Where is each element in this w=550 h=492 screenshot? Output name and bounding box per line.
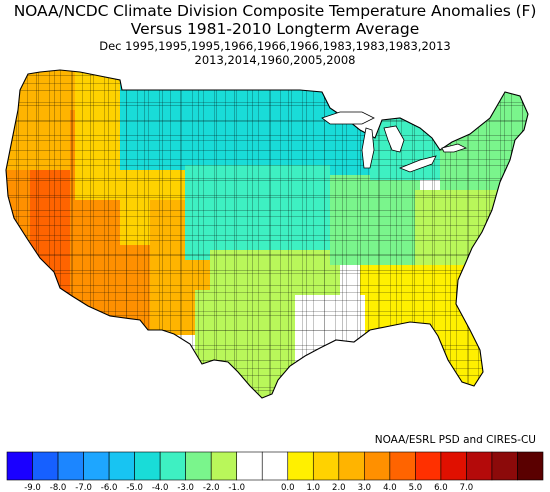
lake-michigan: [361, 127, 375, 169]
legend-tick-label: 5.0: [409, 483, 423, 492]
legend-tick-label: 7.0: [460, 483, 474, 492]
legend-tick-label: -2.0: [203, 483, 220, 492]
legend-tick-label: -1.0: [228, 483, 245, 492]
legend-tick-label: 6.0: [434, 483, 448, 492]
data-credit: NOAA/ESRL PSD and CIRES-CU: [374, 434, 536, 446]
legend-tick-label: -6.0: [101, 483, 118, 492]
composite-years-line-2: 2013,2014,1960,2005,2008: [194, 53, 356, 67]
legend-bin: [57, 451, 84, 481]
legend-tick-label: 0.0: [281, 483, 295, 492]
great-lakes: [321, 111, 468, 173]
legend-tick-label: -7.0: [75, 483, 92, 492]
legend-bin: [134, 451, 161, 481]
legend-bin: [312, 451, 340, 481]
climate-division-borders: [6, 70, 528, 398]
legend-bin: [236, 451, 263, 481]
us-outline: [5, 69, 529, 399]
legend-tick-label: 4.0: [383, 483, 397, 492]
legend-bin: [338, 451, 365, 481]
legend-bin: [364, 451, 391, 481]
legend-tick-label: 1.0: [307, 483, 321, 492]
lake-erie: [398, 155, 437, 173]
legend-bin: [415, 451, 442, 481]
map-subtitle: Versus 1981-2010 Longterm Average: [130, 20, 420, 38]
legend-bin: [108, 451, 135, 481]
legend-tick-label: -9.0: [24, 483, 41, 492]
legend-bin: [185, 451, 212, 481]
legend-bin: [287, 451, 314, 481]
legend-bin: [517, 451, 544, 481]
legend-bin: [440, 451, 467, 481]
lake-superior: [321, 111, 375, 125]
lake-ontario: [441, 143, 468, 153]
legend-bin: [159, 451, 186, 481]
legend-bin: [261, 451, 289, 481]
legend-tick-label: 2.0: [332, 483, 346, 492]
legend-bin: [389, 451, 416, 481]
legend-tick-label: -5.0: [126, 483, 143, 492]
map-title: NOAA/NCDC Climate Division Composite Tem…: [13, 2, 537, 20]
legend-bin: [83, 451, 110, 481]
legend-tick-label: -3.0: [177, 483, 194, 492]
legend-tick-label: -8.0: [50, 483, 67, 492]
legend-bin: [6, 451, 33, 481]
legend-bin: [210, 451, 238, 481]
legend-bin: [491, 451, 518, 481]
legend-bin: [32, 451, 59, 481]
lake-huron: [383, 125, 405, 153]
legend-bin: [466, 451, 493, 481]
legend-tick-label: 3.0: [358, 483, 372, 492]
legend-tick-label: -4.0: [152, 483, 169, 492]
composite-years-line-1: Dec 1995,1995,1995,1966,1966,1966,1983,1…: [99, 39, 451, 53]
color-legend: -9.0 -8.0 -7.0 -6.0 -5.0 -4.0 -3.0 -2.0 -1.0 0.0 1…: [6, 451, 544, 492]
